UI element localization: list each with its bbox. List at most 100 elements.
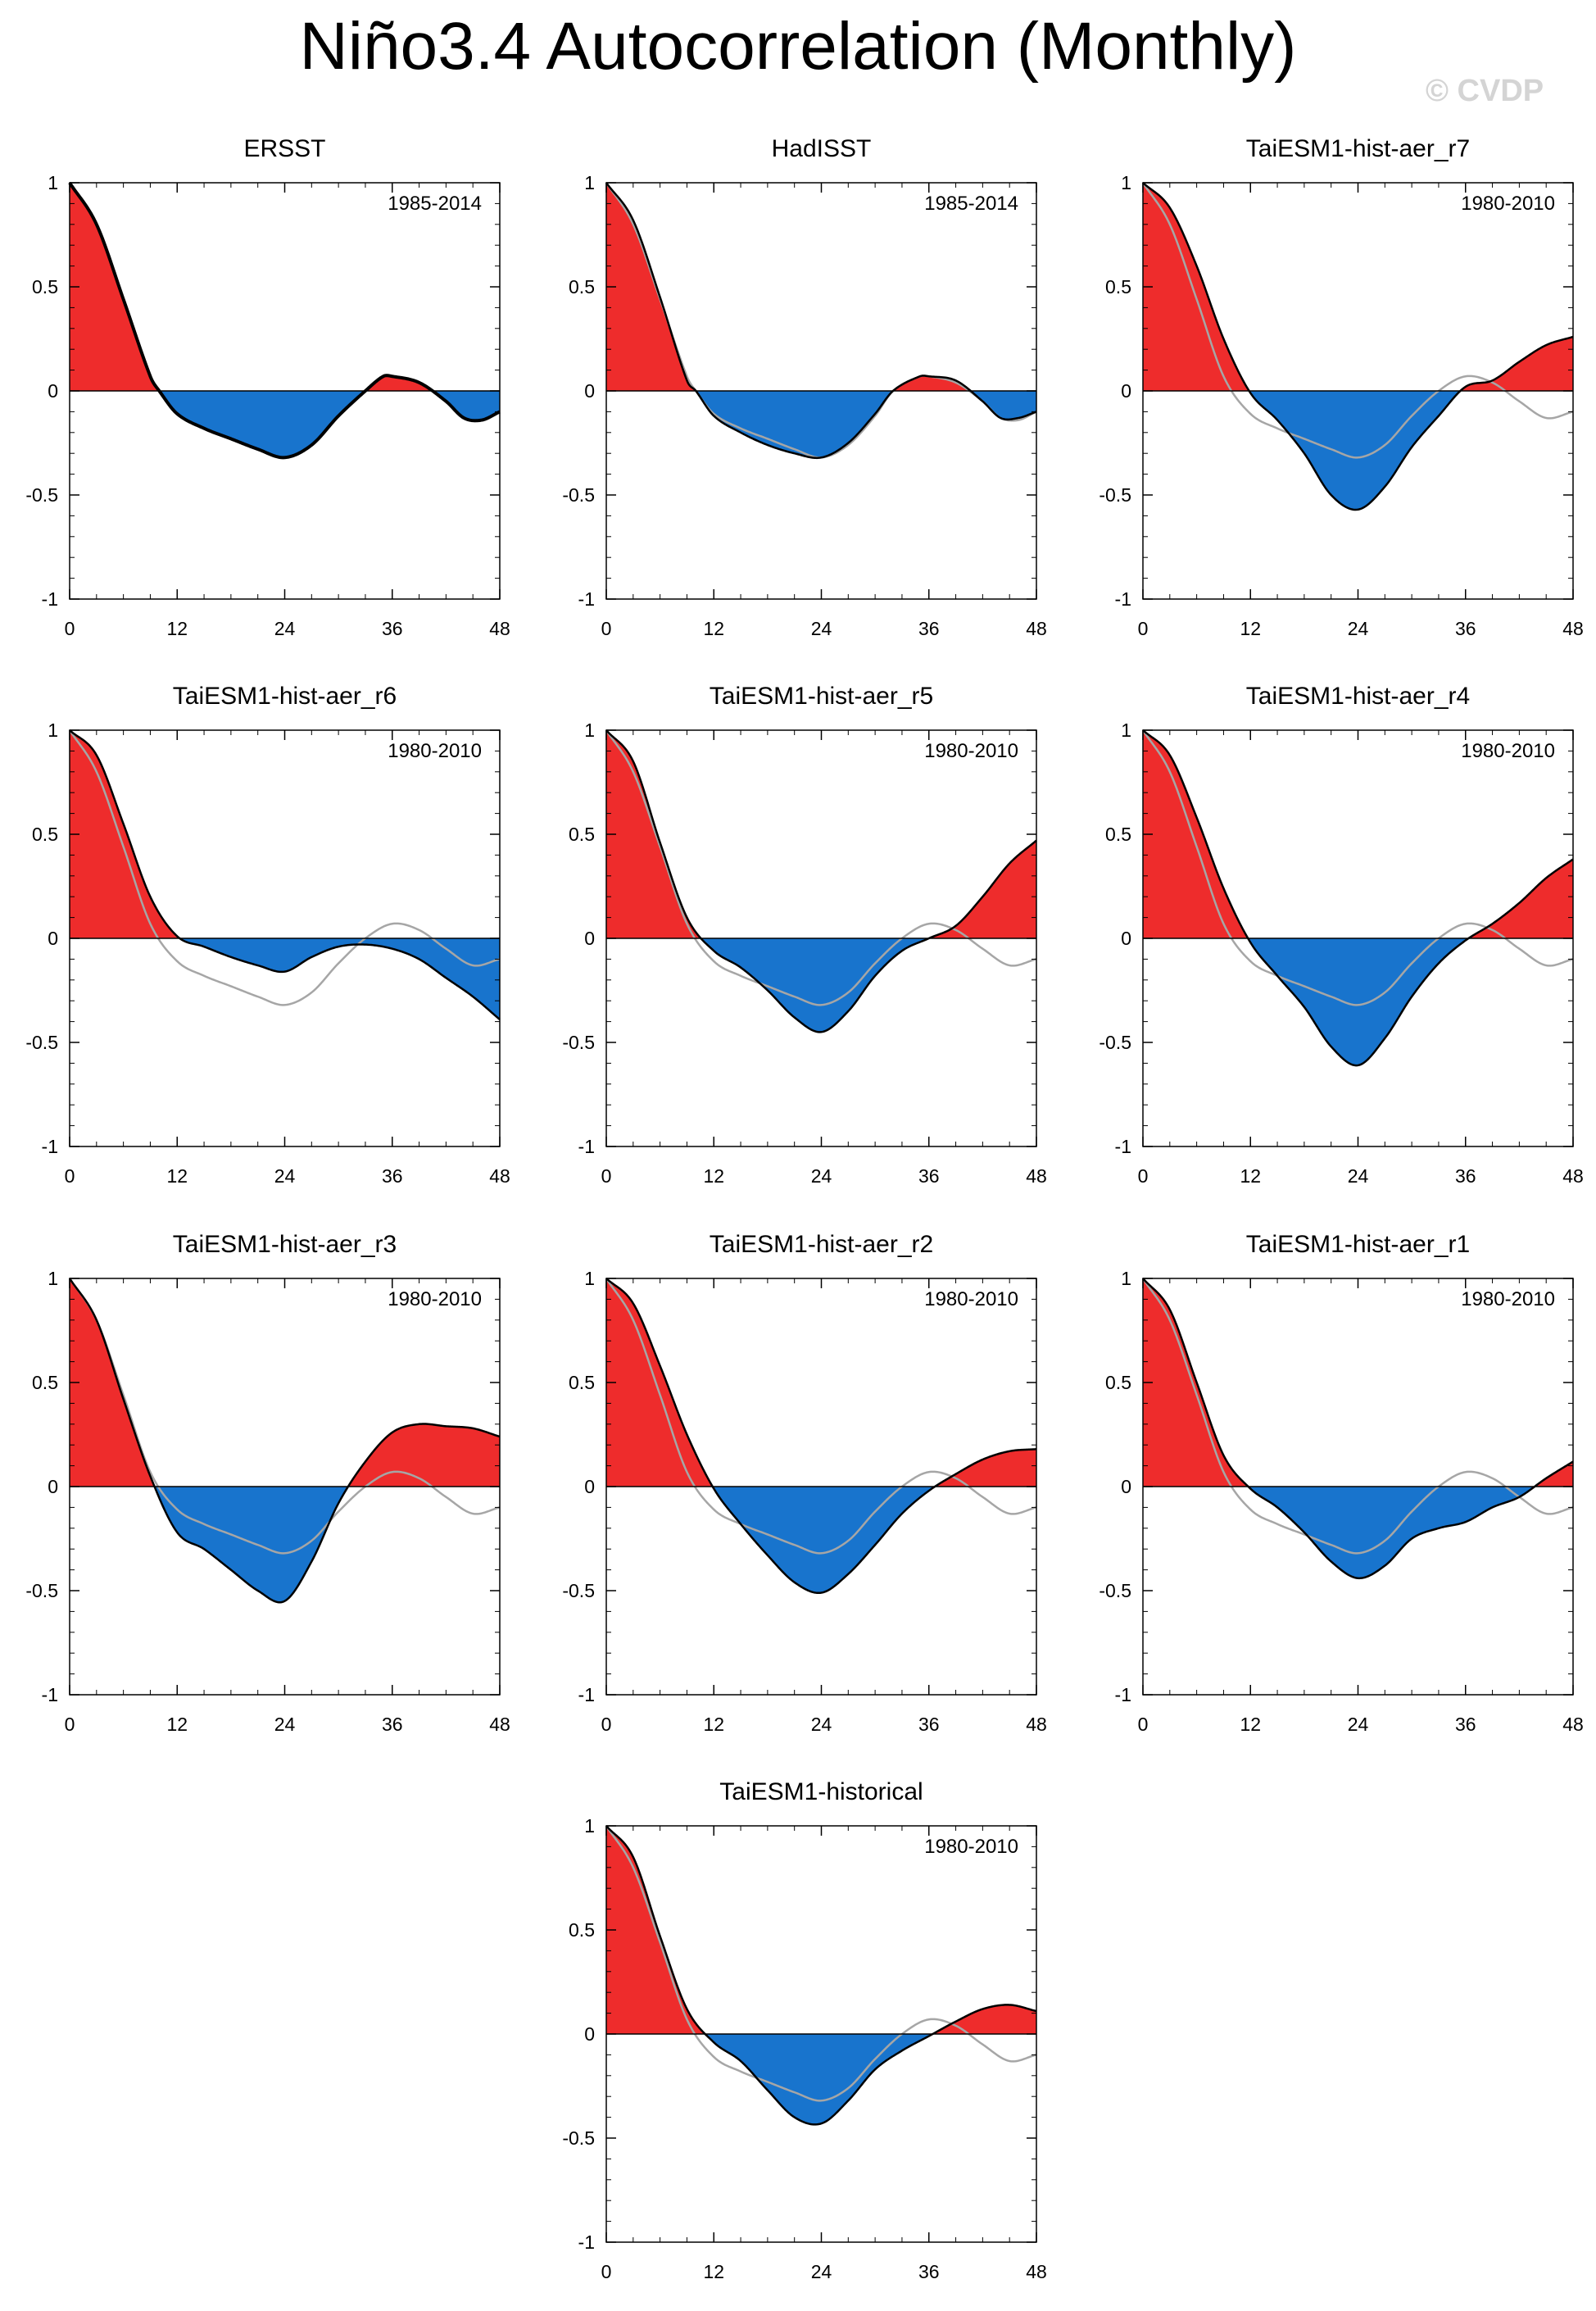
negative-fill <box>70 1487 500 1603</box>
autocorrelation-curve <box>1142 729 1574 1067</box>
negative-fill <box>70 391 500 458</box>
x-tick-label: 48 <box>1562 1714 1584 1735</box>
y-tick-label: 1 <box>584 1268 595 1289</box>
panel-title: TaiESM1-hist-aer_r3 <box>172 1231 397 1258</box>
y-tick-label: 1 <box>48 720 58 741</box>
autocorrelation-curve <box>68 1278 501 1604</box>
y-tick-label: 1 <box>48 172 58 193</box>
panel-title: TaiESM1-historical <box>719 1778 923 1805</box>
period-label: 1985-2014 <box>924 193 1018 215</box>
y-tick-label: -1 <box>42 1136 58 1157</box>
y-tick-label: 1 <box>48 1268 58 1289</box>
x-tick-label: 0 <box>1138 1714 1149 1735</box>
y-tick-label: -1 <box>578 2232 595 2253</box>
x-tick-label: 12 <box>166 1714 188 1735</box>
y-tick-label: 0.5 <box>1105 276 1131 297</box>
panel-title: TaiESM1-hist-aer_r6 <box>172 683 397 710</box>
reference-curve <box>1141 729 1574 1006</box>
x-tick-label: 48 <box>489 1165 510 1187</box>
panel-title: ERSST <box>243 135 326 162</box>
x-tick-label: 12 <box>703 1165 724 1187</box>
y-tick-label: 0 <box>1121 1476 1131 1497</box>
x-tick-label: 12 <box>166 1165 188 1187</box>
y-tick-label: 0 <box>584 928 595 949</box>
reference-curve <box>1141 1278 1574 1555</box>
y-tick-label: -0.5 <box>562 2127 595 2149</box>
reference-curve <box>605 1825 1037 2102</box>
y-tick-label: -0.5 <box>25 1032 58 1053</box>
positive-fill <box>70 1278 500 1487</box>
y-tick-label: 1 <box>1121 172 1131 193</box>
reference-curve <box>68 729 501 1006</box>
period-label: 1980-2010 <box>1461 193 1555 215</box>
y-tick-label: 0.5 <box>32 824 58 845</box>
y-tick-label: -1 <box>578 588 595 610</box>
x-tick-label: 0 <box>1138 618 1149 639</box>
x-tick-label: 0 <box>1138 1165 1149 1187</box>
y-tick-label: -0.5 <box>562 1032 595 1053</box>
x-tick-label: 36 <box>1455 618 1476 639</box>
reference-curve <box>605 1278 1037 1555</box>
period-label: 1980-2010 <box>388 740 482 762</box>
x-tick-label: 24 <box>1348 618 1369 639</box>
x-tick-label: 48 <box>1026 2261 1047 2282</box>
autocorrelation-curve <box>68 181 501 460</box>
x-tick-label: 12 <box>703 618 724 639</box>
x-tick-label: 36 <box>382 1165 403 1187</box>
panel-title: TaiESM1-hist-aer_r2 <box>709 1231 934 1258</box>
x-tick-label: 12 <box>1240 1714 1261 1735</box>
x-tick-label: 48 <box>489 618 510 639</box>
x-tick-label: 48 <box>489 1714 510 1735</box>
negative-fill <box>606 391 1036 458</box>
x-tick-label: 36 <box>382 1714 403 1735</box>
y-tick-label: 0.5 <box>569 824 595 845</box>
y-tick-label: 0 <box>584 1476 595 1497</box>
autocorrelation-curve <box>605 1825 1037 2126</box>
y-tick-label: -1 <box>1115 1684 1131 1705</box>
x-tick-label: 24 <box>1348 1714 1369 1735</box>
y-tick-label: -1 <box>578 1684 595 1705</box>
x-tick-label: 24 <box>274 1714 296 1735</box>
x-tick-label: 0 <box>601 618 612 639</box>
x-tick-label: 36 <box>918 1165 940 1187</box>
period-label: 1980-2010 <box>388 1288 482 1310</box>
x-tick-label: 24 <box>811 2261 832 2282</box>
x-tick-label: 0 <box>601 1165 612 1187</box>
x-tick-label: 48 <box>1026 618 1047 639</box>
period-label: 1980-2010 <box>924 1836 1018 1858</box>
y-tick-label: 0 <box>1121 928 1131 949</box>
panel-title: TaiESM1-hist-aer_r1 <box>1245 1231 1471 1258</box>
y-tick-label: 0 <box>48 1476 58 1497</box>
y-tick-label: 0 <box>48 928 58 949</box>
y-tick-label: -0.5 <box>562 484 595 506</box>
panel-title: TaiESM1-hist-aer_r7 <box>1245 135 1471 162</box>
y-tick-label: -0.5 <box>25 1580 58 1601</box>
negative-fill <box>606 2034 1036 2125</box>
negative-fill <box>1143 938 1573 1066</box>
negative-fill <box>1143 391 1573 510</box>
negative-fill <box>606 938 1036 1033</box>
y-tick-label: -0.5 <box>1099 1032 1131 1053</box>
watermark: © CVDP <box>1426 74 1544 108</box>
y-tick-label: 1 <box>584 1815 595 1837</box>
x-tick-label: 36 <box>918 2261 940 2282</box>
positive-fill <box>70 183 500 391</box>
x-tick-label: 36 <box>918 1714 940 1735</box>
y-tick-label: 0 <box>1121 380 1131 402</box>
negative-fill <box>606 1487 1036 1593</box>
positive-fill <box>606 183 1036 391</box>
y-tick-label: -1 <box>578 1136 595 1157</box>
y-tick-label: -0.5 <box>1099 484 1131 506</box>
positive-fill <box>606 730 1036 938</box>
x-tick-label: 36 <box>382 618 403 639</box>
positive-fill <box>606 1278 1036 1487</box>
x-tick-label: 36 <box>918 618 940 639</box>
negative-fill <box>70 938 500 1020</box>
autocorrelation-curve <box>605 729 1037 1033</box>
